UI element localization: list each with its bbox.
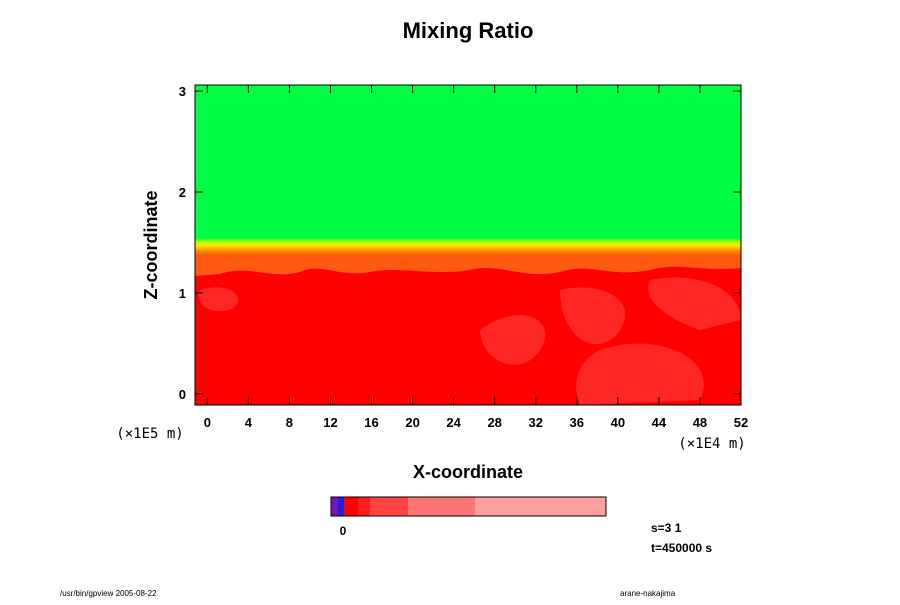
y-tick-label: 1 [179, 286, 186, 301]
y-tick-label: 0 [179, 387, 186, 402]
x-tick-label: 8 [286, 415, 293, 430]
colorbar: 0 [331, 497, 606, 538]
colorbar-swatch [338, 497, 344, 516]
x-tick-label: 44 [652, 415, 667, 430]
y-tick-label: 2 [179, 185, 186, 200]
x-tick-label: 20 [405, 415, 419, 430]
colorbar-swatch [475, 497, 606, 516]
colorbar-frame [330, 496, 607, 517]
x-tick-label: 52 [734, 415, 748, 430]
x-tick-label: 40 [611, 415, 625, 430]
x-tick-label: 16 [364, 415, 378, 430]
contour-field [195, 85, 741, 405]
note: t=450000 s [651, 541, 712, 555]
y-unit: (×1E5 m) [116, 426, 183, 442]
x-tick-label: 12 [323, 415, 337, 430]
colorbar-swatch [358, 497, 370, 516]
x-tick-label: 32 [529, 415, 543, 430]
y-axis-label: Z-coordinate [141, 190, 161, 299]
footer: /usr/bin/gpview 2005-08-22 [60, 589, 157, 598]
x-tick-label: 36 [570, 415, 584, 430]
x-tick-label: 28 [487, 415, 501, 430]
colorbar-swatch [344, 497, 358, 516]
x-tick-label: 0 [204, 415, 211, 430]
footer: arane-nakajima [620, 589, 676, 598]
note: s=3 1 [651, 521, 682, 535]
x-axis-label: X-coordinate [413, 462, 523, 482]
x-tick-label: 48 [693, 415, 707, 430]
y-tick-label: 3 [179, 84, 186, 99]
colorbar-swatch [370, 497, 408, 516]
plot-frame [194, 84, 742, 406]
x-tick-label: 24 [446, 415, 461, 430]
x-unit: (×1E4 m) [678, 436, 745, 452]
colorbar-tick-label: 0 [340, 524, 347, 538]
colorbar-swatch [331, 497, 338, 516]
chart-title: Mixing Ratio [403, 18, 534, 43]
colorbar-swatch [408, 497, 475, 516]
x-tick-label: 4 [245, 415, 253, 430]
